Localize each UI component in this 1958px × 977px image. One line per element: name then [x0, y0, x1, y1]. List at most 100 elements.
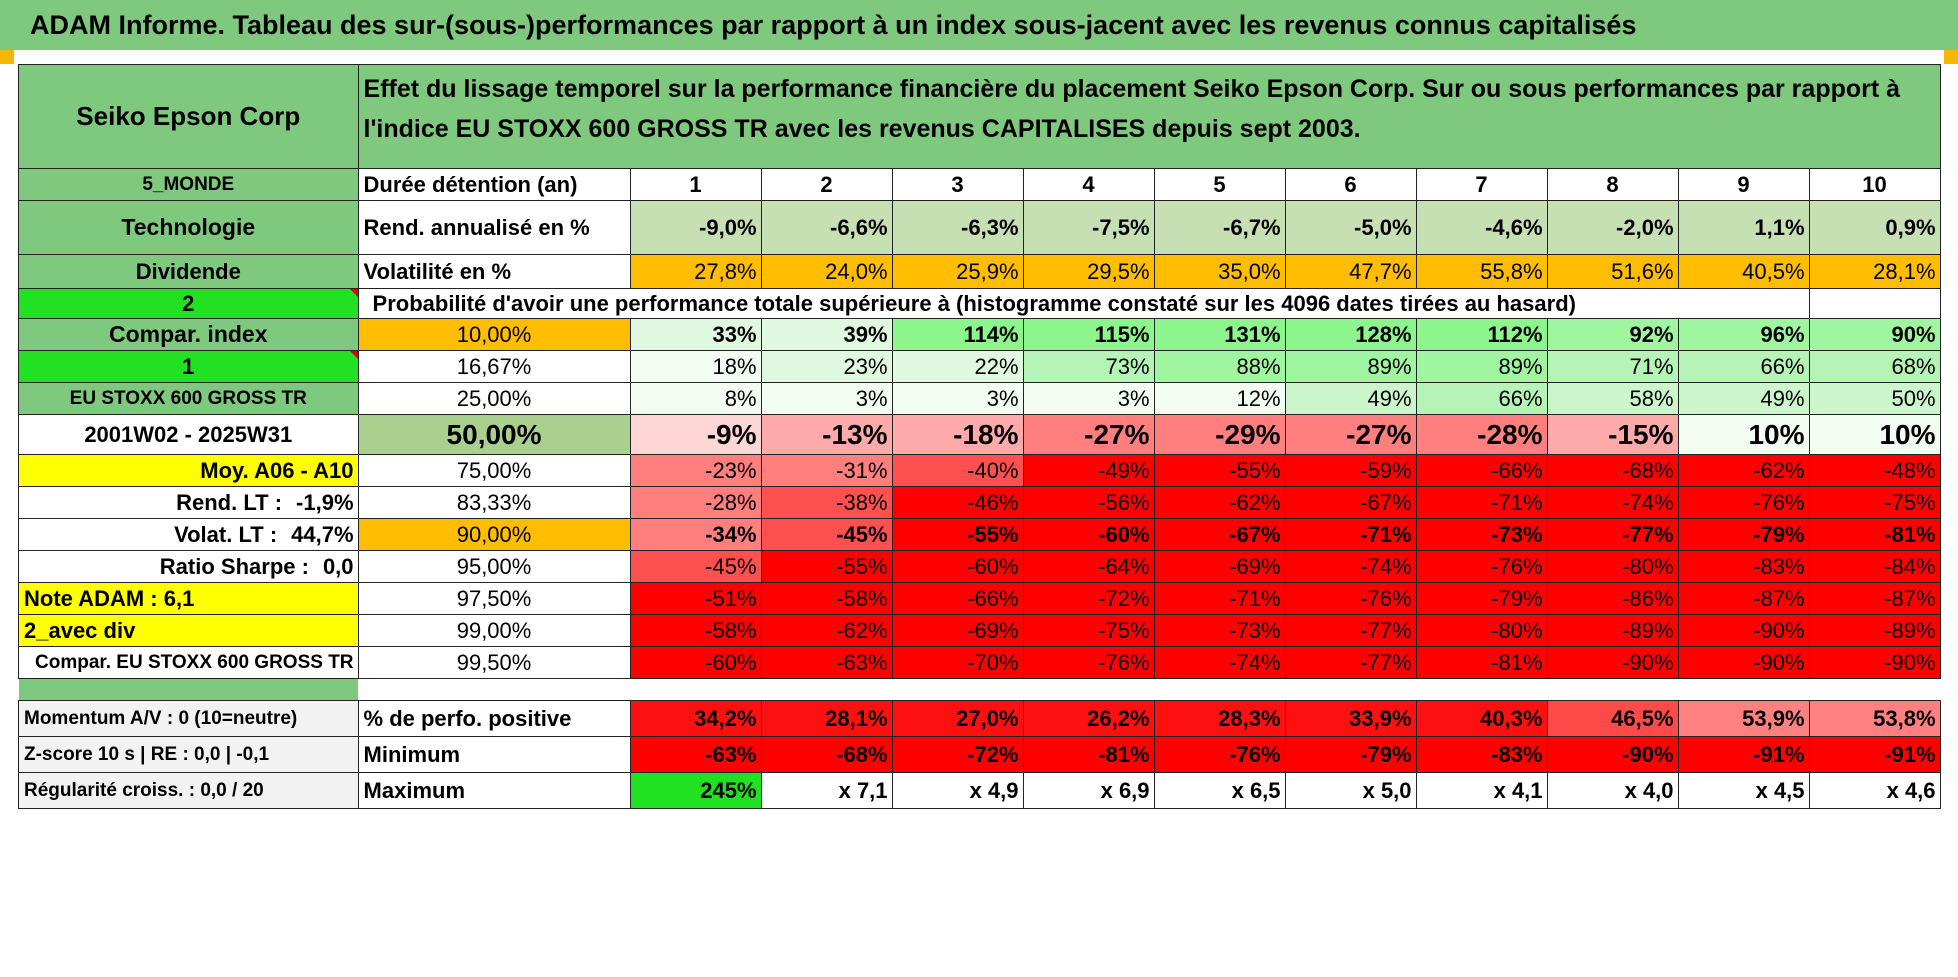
return-value: -4,6%: [1415, 200, 1548, 255]
quantile-value: -79%: [1677, 518, 1810, 551]
quantile-row: Volat. LT : 44,7% 90,00% -34% -45% -55% -60% -6…: [18, 518, 1941, 551]
minimum-value: -83%: [1415, 736, 1548, 773]
quantile-value: 58%: [1546, 382, 1679, 415]
positive-value: 53,8%: [1808, 700, 1941, 737]
rend_lt-label: Rend. LT :: [176, 489, 283, 515]
return-value: -7,5%: [1022, 200, 1155, 255]
quantile-value: 22%: [891, 350, 1024, 383]
separator-row: [18, 678, 1941, 701]
maximum-value: x 7,1: [760, 772, 893, 809]
quantile-row: EU STOXX 600 GROSS TR 25,00% 8% 3% 3% 3% 12% 49…: [18, 382, 1941, 415]
quantile-value: 71%: [1546, 350, 1679, 383]
quantile-value: -45%: [760, 518, 893, 551]
quantile-value: 128%: [1284, 318, 1417, 351]
quantile-value: -58%: [760, 582, 893, 615]
minimum-value: -81%: [1022, 736, 1155, 773]
return-value: 0,9%: [1808, 200, 1941, 255]
quantile-value: -76%: [1022, 646, 1155, 679]
quantile-value: -74%: [1284, 550, 1417, 583]
quantile-value: -89%: [1546, 614, 1679, 647]
quantile-value: -66%: [891, 582, 1024, 615]
with-dividend-label: 2_avec div: [18, 614, 359, 647]
quantile-value: 73%: [1022, 350, 1155, 383]
return-value: -9,0%: [629, 200, 762, 255]
quantile-value: -13%: [760, 414, 893, 455]
maximum-value: x 5,0: [1284, 772, 1417, 809]
volatility-value: 27,8%: [629, 254, 762, 289]
quantile-value: -40%: [891, 454, 1024, 487]
quantile-row: Ratio Sharpe :0,0 95,00% -45% -55% -60% -64% -…: [18, 550, 1941, 583]
quantile-value: 3%: [891, 382, 1024, 415]
separator-green: [18, 678, 359, 701]
quantile-value: -15%: [1546, 414, 1679, 455]
index-name: EU STOXX 600 GROSS TR: [18, 382, 359, 415]
quantile-value: -55%: [1153, 454, 1286, 487]
maximum-value: x 4,0: [1546, 772, 1679, 809]
minimum-row: Z-score 10 s | RE : 0,0 | -0,1 Minimum -63…: [18, 736, 1941, 773]
minimum-label: Minimum: [357, 736, 631, 773]
volatility-value: 40,5%: [1677, 254, 1810, 289]
quantile-level: 50,00%: [357, 414, 631, 455]
quantile-value: 33%: [629, 318, 762, 351]
quantile-value: 89%: [1415, 350, 1548, 383]
volatility-row: Dividende Volatilité en % 27,8% 24,0% 25,9% 2…: [18, 254, 1941, 289]
quantile-value: 131%: [1153, 318, 1286, 351]
selector-top: 2: [18, 288, 359, 319]
return-value: -6,3%: [891, 200, 1024, 255]
quantile-level: 97,50%: [357, 582, 631, 615]
long-term-return: Rend. LT : -1,9%: [18, 486, 359, 519]
quantile-row: Rend. LT : -1,9% 83,33% -28% -38% -46% -56% -62…: [18, 486, 1941, 519]
quantile-value: -66%: [1415, 454, 1548, 487]
annualized-return-row: Technologie Rend. annualisé en % -9,0% -6,6…: [18, 200, 1941, 255]
volatility-value: 25,9%: [891, 254, 1024, 289]
quantile-value: -87%: [1677, 582, 1810, 615]
quantile-row: 1 16,67% 18% 23% 22% 73% 88% 89% 89% 71% 66% 68%: [18, 350, 1941, 383]
sector-label: Technologie: [18, 200, 359, 255]
separator-blank: [358, 679, 1940, 701]
minimum-value: -72%: [891, 736, 1024, 773]
quantile-value: -62%: [1153, 486, 1286, 519]
quantile-value: 10%: [1808, 414, 1941, 455]
quantile-value: 89%: [1284, 350, 1417, 383]
minimum-value: -79%: [1284, 736, 1417, 773]
quantile-value: 66%: [1677, 350, 1810, 383]
quantile-value: -81%: [1415, 646, 1548, 679]
positive-value: 46,5%: [1546, 700, 1679, 737]
quantile-value: -58%: [629, 614, 762, 647]
quantile-value: 88%: [1153, 350, 1286, 383]
quantile-value: -81%: [1808, 518, 1941, 551]
quantile-row: Compar. index 10,00% 33% 39% 114% 115% 131% 128…: [18, 318, 1941, 351]
quantile-value: -76%: [1677, 486, 1810, 519]
quantile-value: 18%: [629, 350, 762, 383]
quantile-value: 96%: [1677, 318, 1810, 351]
quantile-row: Note ADAM : 6,1 97,50% -51% -58% -66% -72% -71…: [18, 582, 1941, 615]
quantile-value: -67%: [1153, 518, 1286, 551]
quantile-value: -71%: [1153, 582, 1286, 615]
quantile-value: -77%: [1284, 646, 1417, 679]
quantile-level: 83,33%: [357, 486, 631, 519]
positive-performance-row: Momentum A/V : 0 (10=neutre)% de perfo. …: [18, 700, 1941, 737]
quantile-value: -76%: [1284, 582, 1417, 615]
quantile-value: -46%: [891, 486, 1024, 519]
average-label: Moy. A06 - A10: [18, 454, 359, 487]
minimum-value: -63%: [629, 736, 762, 773]
rend_lt-value: -1,9%: [296, 489, 354, 515]
volatility-value: 35,0%: [1153, 254, 1286, 289]
quantile-value: -63%: [760, 646, 893, 679]
quantile-value: -48%: [1808, 454, 1941, 487]
quantile-value: -27%: [1284, 414, 1417, 455]
volat_lt-label: Volat. LT :: [174, 521, 278, 547]
quantile-value: -45%: [629, 550, 762, 583]
quantile-value: -55%: [891, 518, 1024, 551]
quantile-value: -31%: [760, 454, 893, 487]
empty-cell: [1678, 288, 1810, 319]
return-value: -2,0%: [1546, 200, 1679, 255]
dividend-label: Dividende: [18, 254, 359, 289]
probability-label: Probabilité d'avoir une performance tota…: [357, 288, 1679, 319]
performance-table: Seiko Epson Corp Effet du lissage tempore…: [18, 64, 1941, 809]
quantile-value: -27%: [1022, 414, 1155, 455]
quantile-value: -69%: [1153, 550, 1286, 583]
quantile-value: 115%: [1022, 318, 1155, 351]
comparison-label: Compar. EU STOXX 600 GROSS TR: [18, 646, 359, 679]
quantile-value: -74%: [1546, 486, 1679, 519]
